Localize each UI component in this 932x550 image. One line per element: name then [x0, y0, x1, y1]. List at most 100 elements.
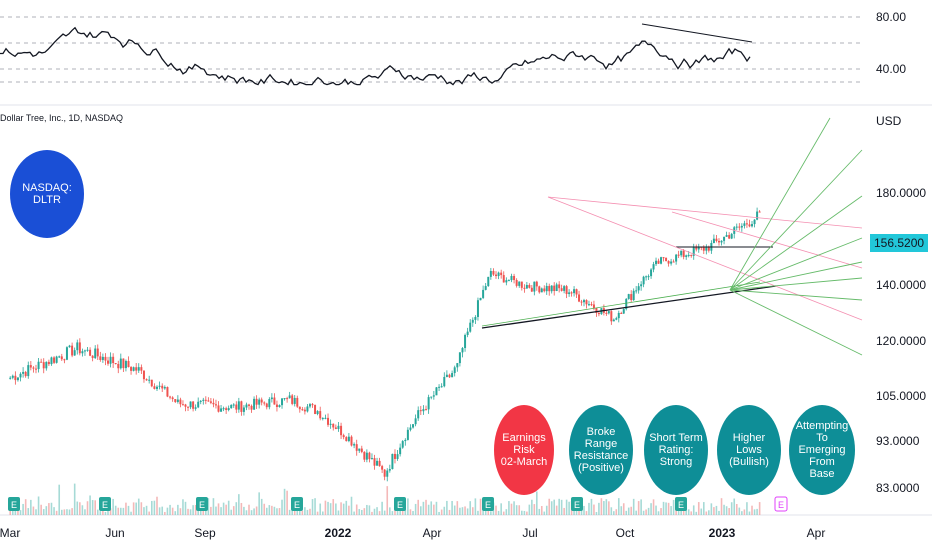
candle-body: [176, 399, 179, 402]
candle-body: [258, 399, 261, 405]
candle-body: [425, 409, 428, 411]
volume-bar: [389, 507, 391, 515]
candle-body: [363, 451, 366, 460]
candle-body: [104, 356, 107, 361]
volume-bar: [153, 500, 156, 515]
volume-bar: [137, 498, 140, 515]
time-tick-label: Jul: [522, 526, 537, 540]
candle-body: [217, 405, 220, 412]
candle-body: [590, 304, 593, 306]
candle-body: [404, 439, 407, 442]
candle-body: [597, 312, 600, 315]
volume-bar: [84, 509, 86, 515]
volume-bar: [748, 511, 751, 515]
volume-bar: [182, 499, 184, 515]
volume-bar: [53, 507, 55, 515]
candle-body: [260, 399, 263, 403]
candle-body: [758, 211, 761, 213]
volume-bar: [702, 502, 705, 515]
candle-body: [550, 285, 553, 292]
volume-bar: [243, 506, 245, 515]
candle-body: [417, 410, 420, 419]
candle-body: [73, 350, 76, 356]
candle-body: [265, 403, 268, 408]
candle-body: [358, 448, 361, 451]
volume-bar: [466, 508, 469, 515]
candle-body: [296, 397, 299, 407]
candle-body: [748, 224, 751, 227]
volume-bar: [232, 506, 235, 515]
support-trendline-green: [481, 281, 761, 327]
candle-body: [378, 460, 381, 467]
volume-bar: [505, 509, 508, 515]
volume-bar: [440, 509, 443, 515]
volume-bar: [96, 509, 99, 515]
volume-bar: [79, 502, 81, 515]
candle-body: [250, 405, 253, 410]
candle-body: [212, 402, 215, 405]
volume-bar: [76, 501, 79, 515]
volume-bar: [37, 496, 40, 515]
candle-body: [505, 280, 508, 283]
candle-body: [652, 264, 655, 270]
volume-bar: [675, 507, 677, 515]
volume-bar: [207, 498, 210, 515]
volume-bar: [19, 510, 22, 515]
volume-bar: [531, 499, 533, 515]
volume-bar: [358, 509, 361, 515]
candle-body: [635, 290, 638, 292]
volume-bar: [500, 503, 502, 515]
candle-body: [592, 304, 595, 309]
candle-body: [127, 360, 130, 368]
volume-bar: [345, 500, 348, 515]
volume-bar: [417, 499, 419, 515]
volume-bar: [728, 508, 730, 515]
candle-body: [163, 387, 166, 389]
time-tick-label: Mar: [0, 526, 20, 540]
volume-bar: [73, 483, 76, 515]
volume-bar: [627, 507, 630, 515]
candle-body: [119, 358, 122, 369]
candle-body: [432, 395, 435, 397]
candle-body: [192, 401, 195, 409]
candle-body: [337, 425, 340, 429]
volume-bar: [263, 503, 266, 515]
candle-body: [301, 409, 304, 411]
volume-bar: [301, 510, 304, 515]
volume-bar: [687, 509, 690, 515]
candle-body: [214, 404, 217, 406]
volume-bar: [448, 509, 451, 515]
volume-bar: [753, 509, 756, 515]
time-tick-label: Jun: [105, 526, 124, 540]
candle-body: [675, 254, 678, 262]
annotation-circle: Short Term Rating: Strong: [644, 405, 708, 495]
volume-bar: [217, 503, 220, 515]
volume-bar: [120, 507, 122, 515]
rsi-line: [0, 26, 751, 86]
volume-bar: [314, 498, 316, 515]
volume-bar: [715, 505, 718, 515]
volume-bar: [615, 509, 618, 515]
volume-bar: [608, 501, 610, 515]
candle-body: [65, 347, 68, 360]
candle-body: [158, 385, 161, 387]
candle-body: [695, 247, 698, 250]
volume-bar: [526, 511, 528, 515]
candle-body: [513, 275, 516, 281]
candle-body: [76, 342, 79, 351]
rsi-panel: 80.00 40.00: [0, 10, 906, 86]
annotation-circle: Higher Lows (Bullish): [717, 405, 781, 495]
candle-body: [94, 348, 97, 359]
candle-body: [209, 401, 212, 403]
ticker-badge: NASDAQ: DLTR: [10, 150, 84, 238]
candle-body: [174, 399, 177, 402]
volume-bar: [536, 491, 538, 515]
candle-body: [393, 453, 396, 459]
volume-bar: [212, 498, 215, 515]
volume-bar: [625, 510, 628, 515]
volume-bar: [637, 501, 640, 515]
volume-bar: [652, 499, 655, 515]
candle-body: [311, 404, 314, 406]
candle-body: [650, 269, 653, 277]
earnings-marker-label: E: [485, 500, 491, 510]
